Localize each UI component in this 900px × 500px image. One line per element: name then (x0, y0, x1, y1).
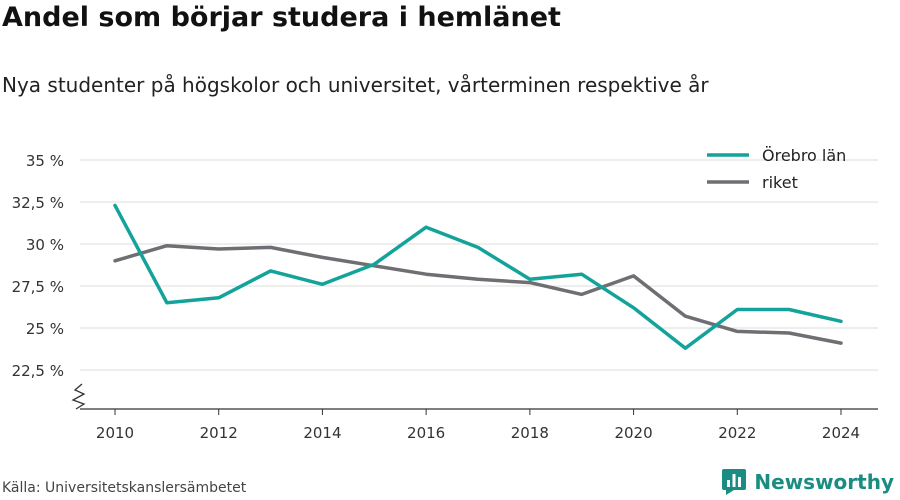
bar-chart-logo-icon (722, 469, 747, 495)
series-line-orebro-lan (113, 203, 843, 350)
axis-break-icon (71, 383, 86, 410)
legend-label: Örebro län (762, 146, 846, 165)
line-chart: 22,5 %25 %27,5 %30 %32,5 %35 % 2010 2012 2… (12, 146, 878, 442)
y-axis-ticks: 22,5 % 25 % 27,5 % 30 % 32,5 % 35 % (12, 152, 64, 380)
x-tick-label: 2010 (96, 424, 134, 442)
x-tick-label: 2024 (822, 424, 860, 442)
x-tick-label: 2018 (511, 424, 549, 442)
source-note: Källa: Universitetskanslersämbetet (2, 480, 247, 496)
y-tick-label: 32,5 % (12, 194, 64, 212)
x-tick-label: 2016 (407, 424, 445, 442)
x-tick-label: 2022 (718, 424, 756, 442)
gridlines (80, 159, 878, 371)
y-tick-label: 27,5 % (12, 278, 64, 296)
y-tick-label: 25 % (26, 320, 64, 338)
x-tick-label: 2020 (614, 424, 652, 442)
series-line-riket (113, 243, 843, 345)
x-tick-label: 2012 (200, 424, 238, 442)
chart-subtitle: Nya studenter på högskolor och universit… (2, 73, 709, 97)
y-tick-label: 22,5 % (12, 362, 64, 380)
brand-name: Newsworthy (754, 470, 894, 494)
chart-title: Andel som börjar studera i hemlänet (2, 2, 561, 33)
y-tick-label: 30 % (26, 236, 64, 254)
series-lines (113, 203, 843, 350)
x-axis-ticks: 2010 2012 2014 2016 2018 2020 2022 2024 (96, 409, 860, 442)
x-tick-label: 2014 (303, 424, 341, 442)
x-axis (71, 383, 878, 410)
legend: Örebro län riket (707, 146, 846, 192)
brand-logo: Newsworthy (722, 468, 894, 496)
legend-label: riket (762, 173, 798, 192)
y-tick-label: 35 % (26, 152, 64, 170)
